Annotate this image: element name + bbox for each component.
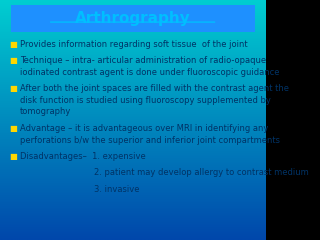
Text: 2. patient may develop allergy to contrast medium: 2. patient may develop allergy to contra… — [94, 168, 309, 177]
Text: ■: ■ — [9, 84, 17, 93]
Text: Disadvantages–  1. expensive: Disadvantages– 1. expensive — [20, 152, 146, 161]
Text: iodinated contrast agent is done under fluoroscopic guidance: iodinated contrast agent is done under f… — [20, 68, 279, 77]
Text: disk function is studied using fluoroscopy supplemented by: disk function is studied using fluorosco… — [20, 96, 271, 105]
Text: After both the joint spaces are filled with the contrast agent the: After both the joint spaces are filled w… — [20, 84, 289, 93]
Text: Technique – intra- articular administration of radio-opaque: Technique – intra- articular administrat… — [20, 56, 266, 65]
Text: ■: ■ — [9, 56, 17, 65]
Text: ■: ■ — [9, 40, 17, 49]
Text: ■: ■ — [9, 124, 17, 133]
FancyBboxPatch shape — [11, 5, 255, 32]
Text: perforations b/w the superior and inferior joint compartments: perforations b/w the superior and inferi… — [20, 136, 280, 144]
Text: Advantage – it is advantageous over MRI in identifying any: Advantage – it is advantageous over MRI … — [20, 124, 268, 133]
Text: Provides information regarding soft tissue  of the joint: Provides information regarding soft tiss… — [20, 40, 247, 49]
Text: ■: ■ — [9, 152, 17, 161]
Text: Arthrography: Arthrography — [75, 11, 190, 26]
Text: 3. invasive: 3. invasive — [94, 185, 140, 193]
Text: tomography: tomography — [20, 108, 71, 116]
